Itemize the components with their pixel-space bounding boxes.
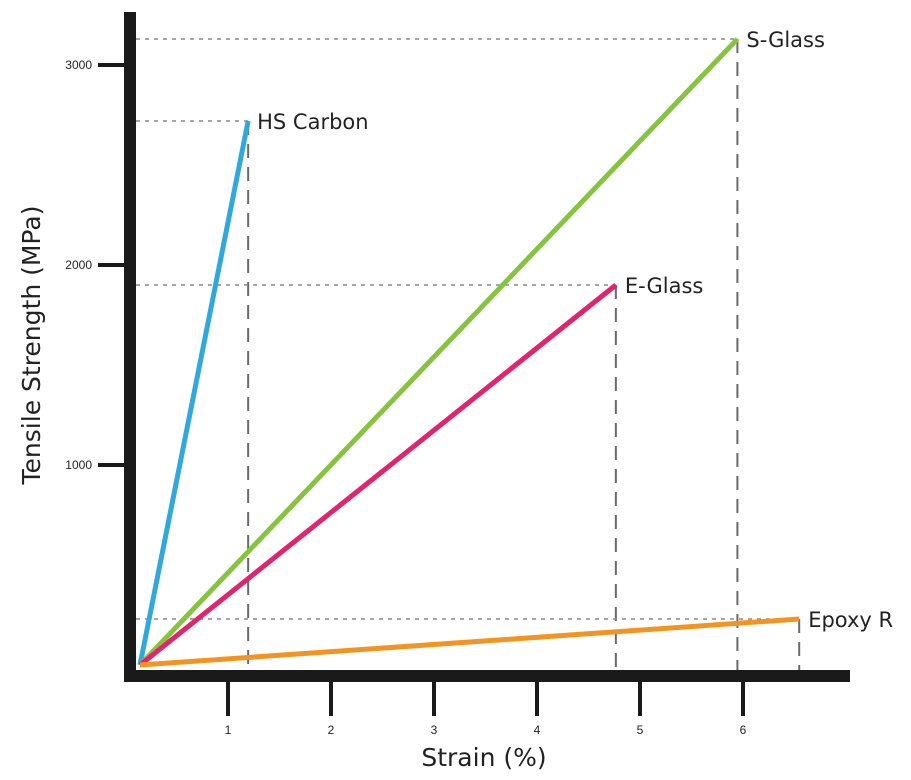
y-tick-label: 1000	[65, 458, 92, 472]
series-line	[138, 37, 740, 667]
x-tick-label: 2	[328, 723, 335, 737]
x-tick-mark	[638, 682, 642, 716]
series-label: S-Glass	[746, 28, 825, 52]
x-tick-mark	[535, 682, 539, 716]
guide-lines	[136, 38, 801, 670]
y-tick-mark	[98, 463, 126, 467]
series-line	[139, 616, 800, 668]
x-tick-label: 1	[225, 723, 232, 737]
x-tick-label: 3	[431, 723, 438, 737]
x-tick-label: 6	[740, 723, 747, 737]
x-axis-line	[124, 670, 850, 682]
x-tick-mark	[329, 682, 333, 716]
y-tick-mark	[98, 263, 126, 267]
series-label: HS Carbon	[257, 110, 368, 134]
x-tick-mark	[226, 682, 230, 716]
axes	[124, 12, 850, 682]
x-tick-mark	[741, 682, 745, 716]
y-tick-mark	[98, 63, 126, 67]
y-axis-line	[124, 12, 136, 682]
y-tick-label: 2000	[65, 258, 92, 272]
y-axis-title: Tensile Strength (MPa)	[17, 206, 46, 486]
series-label: Epoxy R	[808, 608, 893, 632]
series-line	[137, 120, 251, 666]
x-tick-label: 4	[534, 723, 541, 737]
x-tick-mark	[432, 682, 436, 716]
y-tick-label: 3000	[65, 58, 92, 72]
series-label: E-Glass	[625, 274, 703, 298]
x-axis-title: Strain (%)	[421, 743, 546, 772]
x-tick-label: 5	[637, 723, 644, 737]
series-lines	[137, 37, 800, 668]
series-labels: HS Carbon S-Glass E-Glass Epoxy R	[257, 28, 893, 632]
ticks: 1000 2000 3000 1 2 3 4 5 6	[65, 58, 746, 737]
series-line	[138, 283, 618, 667]
